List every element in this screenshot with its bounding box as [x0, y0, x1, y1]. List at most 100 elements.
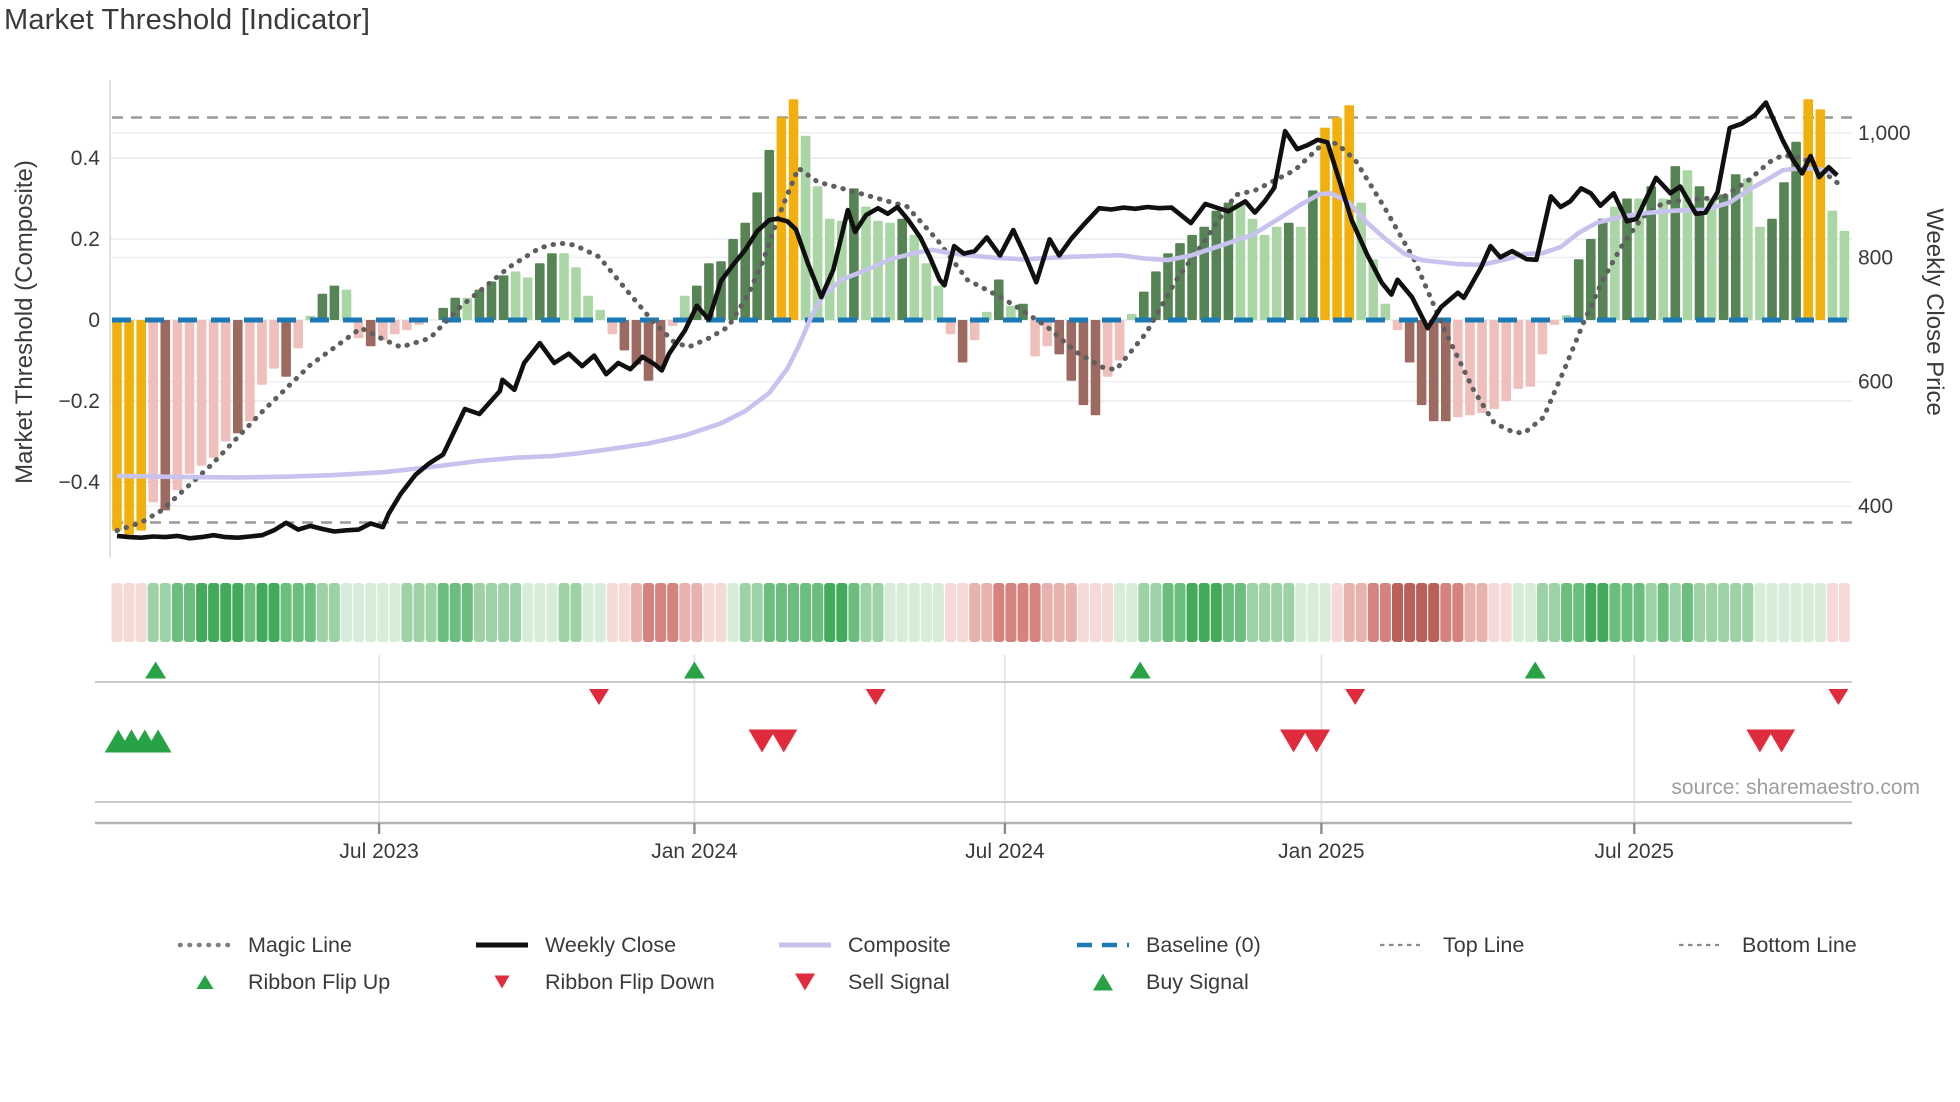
legend-label: Sell Signal: [848, 969, 950, 994]
ribbon-cell: [522, 583, 534, 642]
ribbon-cell: [1126, 583, 1138, 642]
legend-item-sell-signal[interactable]: Sell Signal: [776, 967, 950, 997]
composite-bar: [1513, 320, 1524, 389]
composite-bar: [1211, 210, 1222, 320]
ribbon-cell: [727, 583, 739, 642]
legend-line-swatch-icon: [476, 942, 528, 948]
composite-bar: [269, 320, 279, 369]
page-title: Market Threshold [Indicator]: [4, 4, 371, 36]
legend-item-top-line[interactable]: Top Line: [1371, 930, 1524, 960]
ribbon-cell: [872, 583, 884, 642]
ribbon-cell: [268, 583, 280, 642]
composite-bar: [1755, 226, 1765, 320]
ribbon-cell: [1621, 583, 1633, 642]
ribbon-cell: [1379, 583, 1391, 642]
left-axis-tick-label: 0.4: [71, 147, 101, 170]
composite-bar: [136, 320, 146, 531]
ribbon-cell: [377, 583, 389, 642]
ribbon-cell: [884, 583, 896, 642]
ribbon-cell: [1053, 583, 1065, 642]
legend-item-baseline[interactable]: Baseline (0): [1074, 930, 1261, 960]
legend-swatch-buy-signal: [1074, 970, 1132, 994]
ribbon-cell: [1210, 583, 1222, 642]
ribbon-cell: [1065, 583, 1077, 642]
left-axis-tick-label: −0.2: [59, 390, 100, 413]
legend-swatch-ribbon-flip-up: [176, 970, 234, 994]
composite-bar: [329, 285, 340, 320]
composite-bar: [728, 239, 738, 320]
ribbon-cell: [763, 583, 775, 642]
ribbon-cell: [1077, 583, 1089, 642]
composite-bar: [909, 234, 920, 320]
ribbon-cell: [920, 583, 932, 642]
legend-label: Ribbon Flip Down: [545, 969, 715, 994]
ribbon-cell: [715, 583, 727, 642]
ribbon-cell: [1392, 583, 1403, 642]
ribbon-cell: [147, 583, 159, 642]
legend-item-buy-signal[interactable]: Buy Signal: [1074, 967, 1249, 997]
composite-bar: [1308, 190, 1318, 320]
ribbon-cell: [1198, 583, 1210, 642]
composite-bar: [957, 320, 968, 363]
composite-bar: [1549, 320, 1560, 325]
ribbon-cell: [1138, 583, 1150, 642]
composite-bar: [873, 220, 883, 320]
legend-item-magic-line[interactable]: Magic Line: [176, 930, 352, 960]
ribbon-cell: [1319, 583, 1331, 642]
composite-bar: [631, 320, 642, 365]
ribbon-cell: [1041, 583, 1053, 642]
ribbon-cell: [135, 583, 147, 642]
legend-item-composite[interactable]: Composite: [776, 930, 951, 960]
ribbon-cell: [1778, 583, 1790, 642]
ribbon-cell: [1029, 583, 1041, 642]
legend-line-swatch-icon: [177, 942, 233, 948]
sell-signal-marker: [1746, 729, 1774, 753]
composite-bar: [378, 320, 388, 341]
composite-bar: [1670, 166, 1681, 320]
ribbon-cell: [1585, 583, 1597, 642]
composite-bar: [897, 218, 907, 321]
legend-swatch-baseline: [1074, 933, 1132, 957]
ribbon-cell: [1295, 583, 1307, 642]
legend-item-bottom-line[interactable]: Bottom Line: [1670, 930, 1857, 960]
legend-swatch-bottom-line: [1670, 933, 1728, 957]
ribbon-cell: [232, 583, 244, 642]
composite-bar: [535, 263, 545, 320]
composite-bar: [1416, 320, 1427, 406]
legend-swatch-composite: [776, 933, 834, 957]
ribbon-cell: [788, 583, 799, 642]
ribbon-cell: [1476, 583, 1488, 642]
ribbon-cell: [196, 583, 208, 642]
ribbon-cell: [1102, 583, 1114, 642]
ribbon-cell: [353, 583, 365, 642]
ribbon-cell: [570, 583, 582, 642]
legend-item-weekly-close[interactable]: Weekly Close: [473, 930, 676, 960]
composite-bar: [1525, 320, 1536, 387]
ribbon-cell: [534, 583, 546, 642]
composite-bar: [1706, 198, 1717, 320]
legend-item-ribbon-flip-up[interactable]: Ribbon Flip Up: [176, 967, 390, 997]
ribbon-cell: [691, 583, 703, 642]
composite-bar: [245, 320, 255, 422]
ribbon-cell: [437, 583, 449, 642]
ribbon-cell: [1452, 583, 1464, 642]
ribbon-cell: [1718, 583, 1730, 642]
legend-item-ribbon-flip-down[interactable]: Ribbon Flip Down: [473, 967, 715, 997]
composite-bar: [933, 285, 944, 320]
legend-label: Bottom Line: [1742, 932, 1857, 957]
sell-signal-marker: [1280, 729, 1308, 753]
chart-legend: Magic Line Weekly Close Composite Baseline …: [0, 915, 1960, 1015]
left-axis-tick-label: 0.2: [71, 228, 100, 251]
composite-bar: [1730, 174, 1741, 320]
ribbon-cell: [389, 583, 401, 642]
ribbon-cell: [1742, 583, 1754, 642]
composite-bar: [788, 99, 799, 320]
ribbon-cell: [220, 583, 232, 642]
composite-bar: [1791, 141, 1801, 320]
composite-bar: [510, 271, 521, 320]
ribbon-cell: [1826, 583, 1838, 642]
ribbon-cell: [1090, 583, 1101, 642]
x-axis-tick-label: Jan 2025: [1278, 840, 1364, 863]
composite-bar: [885, 222, 895, 320]
